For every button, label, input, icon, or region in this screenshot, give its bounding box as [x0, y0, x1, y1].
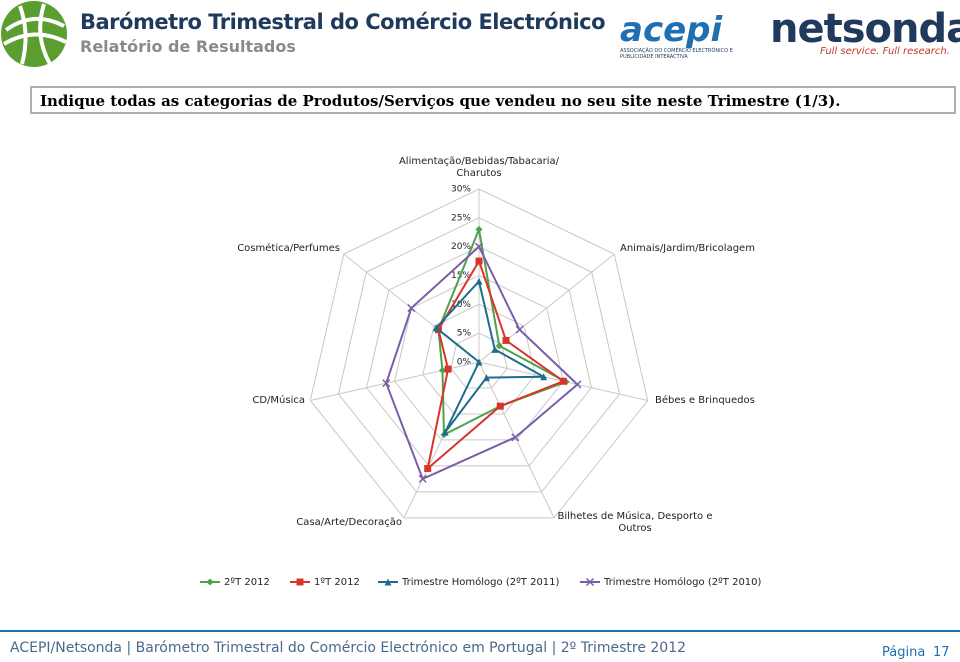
grid-ring: [422, 303, 536, 415]
page-label: Página: [882, 645, 926, 660]
radar-chart: 0% 5% 10% 15% 20% 25% 30% 2ºT 2012 1ºT 2012 Trime…: [200, 185, 762, 588]
series-line: [426, 258, 566, 472]
legend-label: 2ºT 2012: [224, 577, 270, 588]
acepi-logo: acepi: [620, 10, 723, 50]
marker: [475, 358, 483, 366]
category-label: Cosmética/Perfumes: [237, 243, 340, 254]
legend-label: Trimestre Homólogo (2ºT 2010): [603, 576, 762, 588]
footer-rule: [0, 630, 960, 632]
r-tick-label: 20%: [451, 242, 471, 252]
marker: [502, 336, 510, 344]
marker: [444, 365, 452, 373]
r-tick-label: 10%: [451, 300, 471, 310]
marker: [559, 377, 567, 385]
r-tick-label: 30%: [451, 185, 471, 195]
marker: [475, 257, 483, 265]
marker: [540, 373, 548, 381]
legend-marker: [585, 577, 595, 587]
marker: [382, 379, 391, 388]
legend-marker: [296, 578, 304, 586]
page-number: 17: [933, 645, 950, 660]
footer-text: ACEPI/Netsonda | Barómetro Trimestral do…: [10, 640, 687, 656]
marker: [496, 402, 504, 410]
category-label: Casa/Arte/Decoração: [296, 517, 402, 528]
marker: [474, 242, 484, 251]
netsonda-logo: netsonda: [770, 6, 960, 52]
acepi-caption: ASSOCIAÇÃO DO COMÉRCIO ELECTRÓNICO E PUB…: [620, 48, 733, 60]
marker: [441, 428, 449, 436]
category-label: Bébes e Brinquedos: [655, 395, 755, 406]
spoke: [310, 361, 480, 401]
category-label: Animais/Jardim/Bricolagem: [620, 243, 755, 254]
grid-ring: [394, 274, 564, 441]
r-tick-label: 15%: [451, 271, 471, 281]
legend-marker: [206, 578, 214, 586]
r-tick-label: 5%: [457, 329, 472, 339]
grid-ring: [309, 188, 649, 519]
marker: [475, 225, 483, 233]
marker: [418, 474, 427, 483]
marker: [475, 277, 483, 285]
spoke: [478, 253, 615, 363]
marker: [438, 366, 446, 374]
header-subtitle: Relatório de Resultados: [80, 37, 296, 56]
category-label: CD/Música: [252, 395, 305, 406]
series-line: [385, 245, 579, 481]
series-line: [434, 279, 548, 433]
netsonda-tagline: Full service. Full research.: [820, 46, 950, 57]
grid-ring: [366, 246, 592, 467]
legend-marker: [384, 578, 392, 586]
marker: [424, 465, 432, 473]
marker: [483, 374, 491, 382]
question-box: Indique todas as categorias de Produtos/…: [30, 86, 956, 114]
spoke: [478, 361, 555, 519]
logo-icon: [1, 1, 67, 67]
r-tick-label: 25%: [451, 213, 471, 223]
category-label: Alimentação/Bebidas/Tabacaria/ Charutos: [398, 156, 560, 179]
category-label: Bilhetes de Música, Desporto e Outros: [557, 511, 713, 534]
marker: [511, 433, 520, 442]
marker: [491, 345, 499, 353]
marker: [432, 324, 440, 332]
marker: [515, 325, 524, 334]
legend-label: 1ºT 2012: [314, 577, 360, 588]
header-title: Barómetro Trimestral do Comércio Electró…: [80, 10, 606, 34]
r-tick-label: 0%: [457, 358, 472, 368]
legend-label: Trimestre Homólogo (2ºT 2011): [401, 576, 560, 588]
marker: [573, 380, 582, 389]
marker: [407, 304, 416, 313]
marker: [495, 342, 503, 350]
grid-ring: [337, 217, 621, 493]
